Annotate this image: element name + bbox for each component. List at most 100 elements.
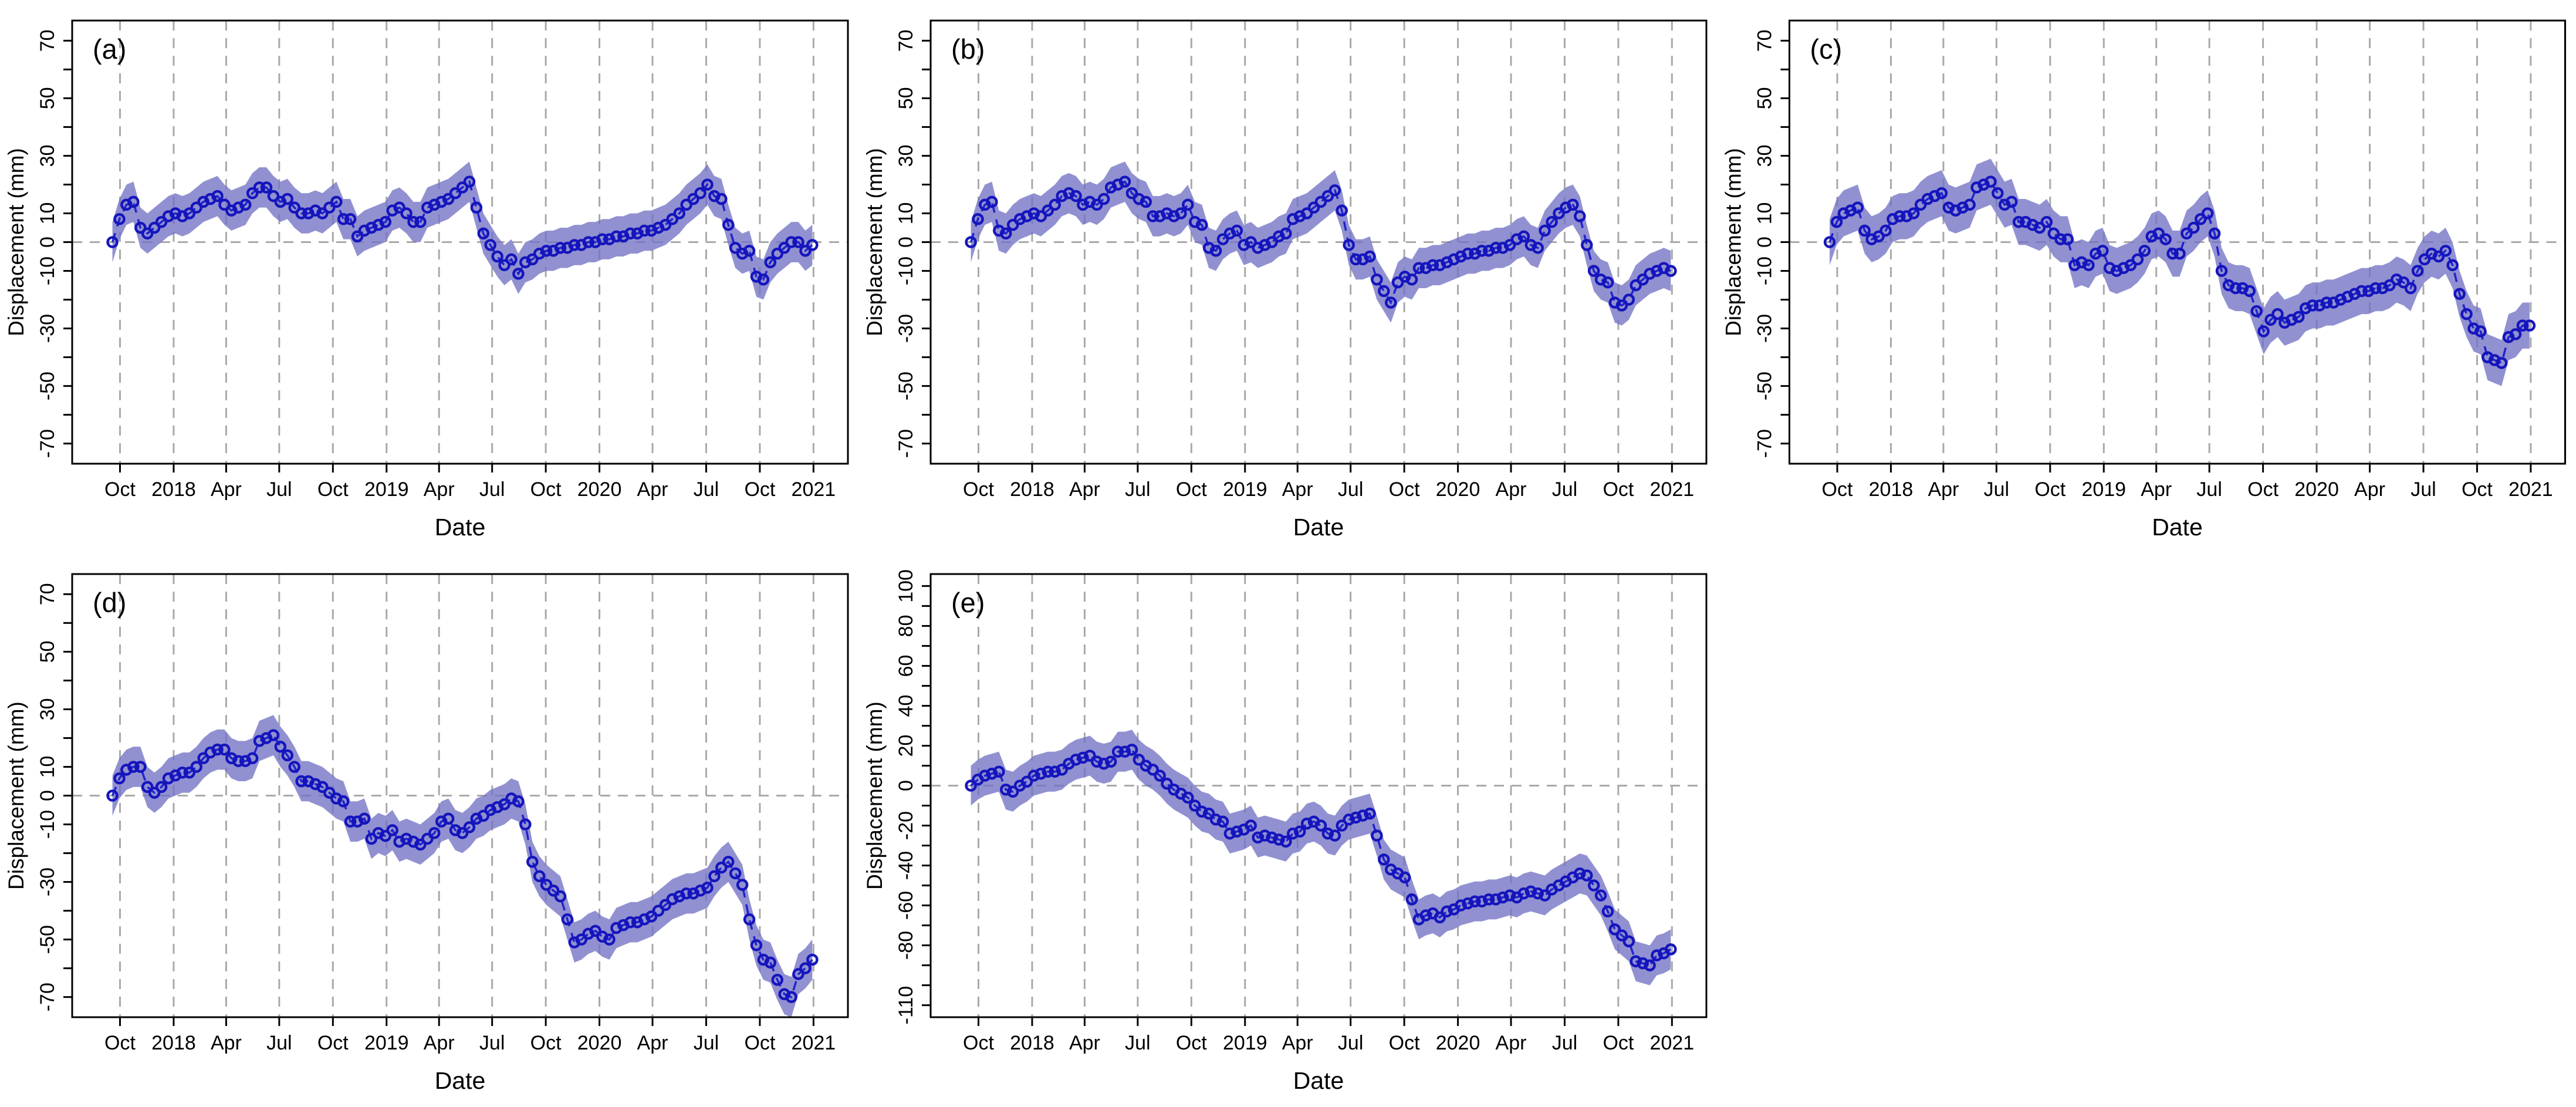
data-point-marker <box>253 181 266 194</box>
data-point-marker <box>2460 308 2473 320</box>
data-point-marker <box>442 193 455 205</box>
x-tick-label: Apr <box>2141 478 2172 501</box>
data-point-marker <box>680 198 692 211</box>
empty-cell <box>1717 554 2576 1107</box>
x-tick-label: Jul <box>479 1032 505 1054</box>
data-point-marker <box>512 268 525 280</box>
y-tick-label: -70 <box>895 429 917 458</box>
data-point-marker <box>965 236 977 248</box>
data-point-marker <box>526 856 539 868</box>
y-axis-title: Displacement (mm) <box>4 701 28 890</box>
data-point-marker <box>1489 893 1502 906</box>
x-tick-label: Jul <box>1125 478 1150 501</box>
data-point-marker <box>2369 282 2382 295</box>
x-tick-label: Oct <box>104 478 136 501</box>
y-tick-label: 0 <box>895 780 917 791</box>
x-tick-label: Jul <box>694 478 719 501</box>
data-point-marker <box>246 752 259 765</box>
y-tick-label: -50 <box>36 925 59 954</box>
data-point-marker <box>365 832 378 845</box>
data-point-marker <box>1665 265 1677 277</box>
data-point-marker <box>183 767 196 779</box>
data-point-marker <box>1216 233 1229 245</box>
data-point-marker <box>1077 751 1089 764</box>
data-point-marker <box>979 770 991 782</box>
data-point-marker <box>1280 227 1292 240</box>
data-point-marker <box>1637 957 1649 970</box>
data-point-marker <box>1189 799 1201 812</box>
x-tick-label: 2021 <box>1650 478 1695 501</box>
data-point-marker <box>1482 893 1495 906</box>
y-tick-label: 80 <box>895 615 917 637</box>
data-point-marker <box>1823 236 1836 248</box>
y-tick-label: 40 <box>895 695 917 717</box>
y-tick-label: 30 <box>36 145 59 167</box>
x-tick-label: Oct <box>963 1032 994 1054</box>
data-point-marker <box>1161 777 1173 790</box>
data-point-marker <box>414 215 427 228</box>
data-point-marker <box>1914 198 1927 211</box>
data-point-marker <box>2159 233 2172 245</box>
x-axis-title: Date <box>1293 514 1344 541</box>
data-point-marker <box>456 826 469 839</box>
data-point-marker <box>337 213 350 225</box>
data-point-marker <box>582 236 594 248</box>
panel-d-chart: Oct 2018 Apr Jul Oct 2019 Apr Jul Oct 2020 Apr Jul O… <box>4 573 849 1094</box>
data-point-marker <box>1455 899 1467 912</box>
data-point-marker <box>2404 282 2417 295</box>
data-point-marker <box>999 227 1012 240</box>
data-point-marker <box>106 236 119 248</box>
data-point-marker <box>1622 293 1635 306</box>
x-axis-title: Date <box>2152 514 2203 541</box>
data-point-marker <box>141 227 154 240</box>
data-point-marker <box>190 201 202 214</box>
data-point-marker <box>1328 184 1341 197</box>
y-tick-label: 10 <box>1754 203 1776 225</box>
data-point-marker <box>1587 879 1600 892</box>
x-tick-label: 2019 <box>364 478 409 501</box>
data-point-marker <box>1907 207 1920 220</box>
data-point-marker <box>610 230 623 242</box>
data-point-marker <box>1091 755 1103 768</box>
x-tick-label: Apr <box>211 1032 242 1054</box>
data-point-marker <box>1125 744 1138 756</box>
displacement-line <box>111 180 813 281</box>
data-point-marker <box>2097 244 2109 257</box>
data-point-marker <box>288 761 300 773</box>
data-point-marker <box>1223 827 1236 840</box>
x-tick-label: Jul <box>694 1032 719 1054</box>
data-point-marker <box>2040 215 2053 228</box>
data-point-marker <box>1097 757 1110 770</box>
data-point-marker <box>2411 265 2424 277</box>
data-point-marker <box>764 256 777 269</box>
data-point-marker <box>1532 242 1544 254</box>
panel-letter: (e) <box>951 587 985 618</box>
data-point-marker <box>2208 227 2221 240</box>
data-point-marker <box>2432 250 2445 263</box>
data-point-marker <box>1006 218 1019 231</box>
y-tick-label: -10 <box>36 256 59 285</box>
data-point-marker <box>1245 819 1257 832</box>
y-tick-label: -10 <box>36 810 59 839</box>
data-point-marker <box>680 887 692 900</box>
data-point-marker <box>2292 310 2305 323</box>
data-point-marker <box>722 856 735 868</box>
y-tick-label: 50 <box>895 87 917 109</box>
x-tick-label: Apr <box>424 1032 455 1054</box>
data-point-marker <box>1405 893 1418 906</box>
x-tick-label: 2019 <box>1223 1032 1267 1054</box>
data-point-marker <box>1371 273 1383 286</box>
x-tick-label: 2018 <box>151 1032 196 1054</box>
data-point-marker <box>1209 814 1222 826</box>
data-point-marker <box>2215 265 2228 277</box>
x-tick-label: Jul <box>266 478 292 501</box>
y-tick-label: -60 <box>895 891 917 920</box>
y-tick-label: 70 <box>36 583 59 605</box>
y-tick-label: 30 <box>895 145 917 167</box>
data-point-marker <box>1175 207 1187 220</box>
data-point-marker <box>1963 198 1976 211</box>
data-point-marker <box>2033 221 2046 234</box>
data-point-marker <box>316 781 329 794</box>
data-point-marker <box>1300 817 1313 830</box>
y-tick-label: 50 <box>36 640 59 663</box>
